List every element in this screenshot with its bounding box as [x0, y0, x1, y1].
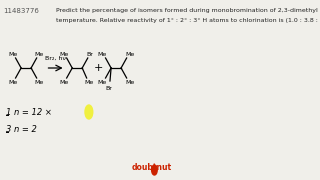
Text: 1 n = 12 ×: 1 n = 12 ×: [5, 108, 52, 117]
Text: Me: Me: [60, 80, 69, 84]
Text: Predict the percentage of isomers formed during monobromination of 2,3-dimethyl : Predict the percentage of isomers formed…: [56, 8, 320, 13]
Text: Me: Me: [9, 80, 18, 84]
Text: Me: Me: [84, 80, 93, 84]
Text: Me: Me: [98, 51, 107, 57]
Text: Me: Me: [34, 80, 44, 84]
Text: Br₂, hν: Br₂, hν: [45, 56, 66, 61]
Text: 11483776: 11483776: [3, 8, 39, 14]
Circle shape: [85, 105, 93, 119]
Text: Me: Me: [125, 80, 135, 84]
Text: doubtnut: doubtnut: [132, 163, 172, 172]
Text: temperature. Relative reactivity of 1° : 2° : 3° H atoms to chlorination is (1.0: temperature. Relative reactivity of 1° :…: [56, 18, 320, 23]
Text: Me: Me: [60, 51, 69, 57]
Text: Me: Me: [9, 51, 18, 57]
Text: +: +: [94, 63, 103, 73]
Circle shape: [152, 165, 157, 175]
Text: Br: Br: [86, 51, 93, 57]
Text: Me: Me: [98, 80, 107, 84]
Text: Br: Br: [105, 86, 112, 91]
Text: Me: Me: [34, 51, 44, 57]
Text: Me: Me: [125, 51, 135, 57]
Text: d: d: [152, 167, 157, 173]
Text: 3 n = 2: 3 n = 2: [5, 125, 36, 134]
